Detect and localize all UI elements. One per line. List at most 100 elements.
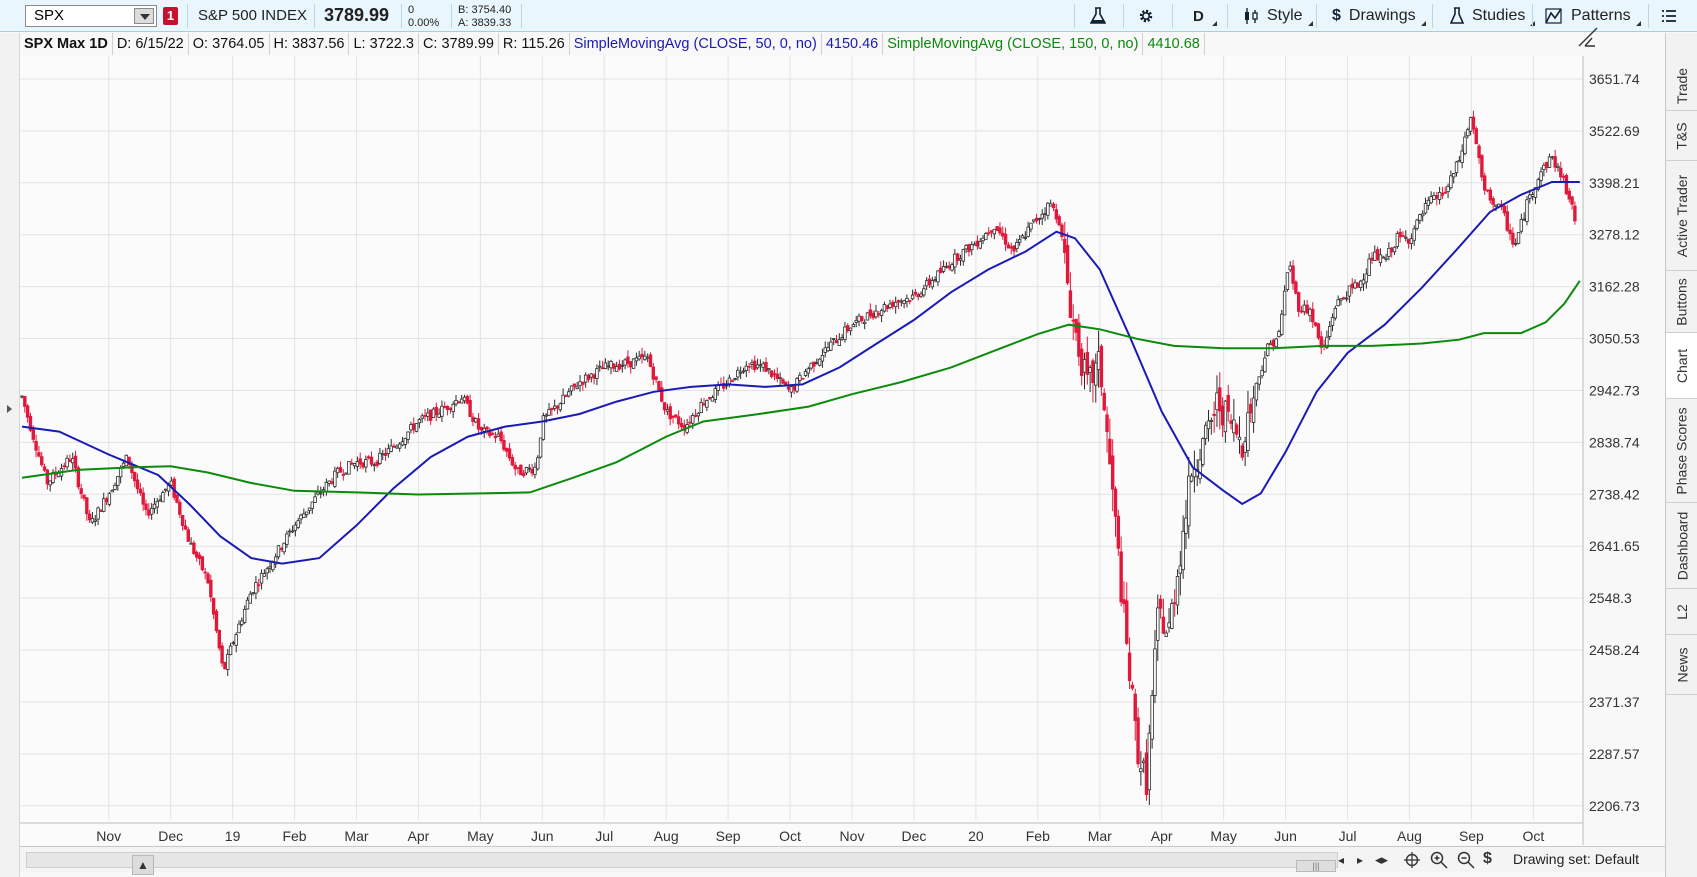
- candle-up: [761, 363, 765, 368]
- candle-down: [1502, 205, 1507, 214]
- candle-up: [409, 424, 413, 431]
- settings-button[interactable]: [1137, 4, 1155, 28]
- candle-up: [978, 241, 982, 249]
- drawing-set-label[interactable]: Drawing set: Default: [1513, 851, 1640, 867]
- candle-down: [1102, 392, 1106, 411]
- link-group-badge[interactable]: 1: [163, 7, 178, 25]
- candle-up: [595, 368, 599, 379]
- sma50-label[interactable]: SimpleMovingAvg (CLOSE, 50, 0, no): [570, 33, 822, 55]
- candle-down: [28, 415, 33, 431]
- sma150-label[interactable]: SimpleMovingAvg (CLOSE, 150, 0, no): [883, 33, 1144, 55]
- side-tab-label: Buttons: [1674, 277, 1691, 326]
- patterns-button[interactable]: Patterns: [1545, 4, 1641, 28]
- candle-up: [1175, 576, 1180, 606]
- candle-up: [1043, 213, 1047, 216]
- candle-up: [738, 371, 743, 374]
- price-scale-icon[interactable]: $: [1483, 850, 1492, 867]
- candle-down: [62, 465, 66, 468]
- candle-down: [626, 356, 630, 364]
- candle-down: [1125, 600, 1129, 644]
- side-tab-news[interactable]: News: [1666, 635, 1697, 695]
- candle-up: [1415, 219, 1419, 229]
- candle-up: [609, 361, 613, 369]
- price-chart[interactable]: 3651.74 3522.69 3398.21 3278.12 3162.28 3050.…: [0, 0, 1665, 846]
- side-tab-phase-scores[interactable]: Phase Scores: [1666, 399, 1697, 503]
- candle-up: [352, 463, 357, 467]
- style-button[interactable]: Style: [1243, 4, 1313, 28]
- candle-up: [56, 472, 61, 478]
- candle-up: [843, 326, 847, 340]
- zoom-in-icon[interactable]: [1430, 851, 1448, 869]
- side-tab-l2[interactable]: L2: [1666, 589, 1697, 635]
- candle-up: [1358, 280, 1363, 288]
- toolbar-divider: [1123, 4, 1124, 28]
- candle-down: [1398, 231, 1402, 238]
- candle-down: [341, 473, 345, 476]
- candle-up: [933, 279, 937, 282]
- patterns-label: Patterns: [1571, 7, 1631, 24]
- candle-up: [262, 573, 267, 577]
- candle-up: [1015, 242, 1019, 249]
- candle-down: [764, 361, 768, 372]
- zoom-out-icon[interactable]: [1457, 851, 1475, 869]
- scroll-left-icon[interactable]: ◂: [1338, 853, 1345, 867]
- candle-up: [1344, 297, 1349, 300]
- candle-up: [1040, 213, 1044, 219]
- candle-down: [753, 360, 757, 371]
- candle-up: [302, 513, 306, 518]
- candle-up: [1550, 156, 1555, 159]
- candle-down: [913, 291, 918, 295]
- candle-down: [730, 380, 734, 383]
- candle-up: [1539, 171, 1543, 181]
- candle-down: [1079, 348, 1084, 376]
- draw-line-cursor-icon[interactable]: [1578, 27, 1598, 47]
- scroll-home-button[interactable]: ▲: [132, 855, 154, 875]
- candle-down: [1443, 191, 1447, 194]
- candle-down: [358, 458, 362, 465]
- candle-up: [1268, 342, 1273, 345]
- candle-down: [1477, 145, 1481, 159]
- candle-down: [896, 300, 901, 303]
- candle-down: [468, 400, 472, 417]
- drawings-button[interactable]: $ Drawings: [1332, 4, 1426, 28]
- symbol-dropdown-button[interactable]: [134, 8, 154, 24]
- symbol-input[interactable]: SPX: [25, 5, 157, 27]
- candle-up: [96, 507, 100, 520]
- side-tab-trade[interactable]: Trade: [1666, 61, 1697, 111]
- y-axis-tick-label: 2641.65: [1589, 538, 1640, 554]
- chart-title: SPX Max 1D: [20, 33, 113, 55]
- scroll-right-icon[interactable]: ▸: [1357, 853, 1364, 867]
- side-tab-buttons[interactable]: Buttons: [1666, 271, 1697, 333]
- side-tab-dashboard[interactable]: Dashboard: [1666, 503, 1697, 589]
- candle-down: [135, 479, 140, 490]
- candle-down: [465, 395, 469, 404]
- y-axis-tick-label: 2371.37: [1589, 694, 1640, 710]
- drawings-label: Drawings: [1348, 7, 1416, 24]
- side-tab-label: T&S: [1673, 121, 1690, 150]
- aggregation-button[interactable]: D: [1193, 4, 1217, 28]
- candle-down: [1229, 420, 1233, 424]
- flask-button[interactable]: [1090, 4, 1106, 28]
- menu-button[interactable]: [1661, 4, 1677, 28]
- candle-up: [950, 264, 954, 271]
- candle-up: [1187, 475, 1191, 527]
- side-tab-chart[interactable]: Chart: [1666, 333, 1697, 399]
- candle-down: [445, 405, 450, 410]
- toolbar-divider: [1074, 4, 1075, 28]
- scrollbar-thumb[interactable]: |||: [1296, 860, 1336, 872]
- candle-up: [158, 499, 162, 502]
- candle-up: [431, 408, 436, 418]
- side-tab-t-s[interactable]: T&S: [1666, 111, 1697, 161]
- candle-down: [279, 547, 283, 550]
- crosshair-icon[interactable]: [1404, 852, 1420, 868]
- candle-up: [327, 480, 331, 484]
- candle-up: [815, 362, 819, 364]
- candle-up: [1254, 382, 1259, 401]
- side-tab-active-trader[interactable]: Active Trader: [1666, 161, 1697, 271]
- candle-down: [507, 448, 512, 459]
- time-scrollbar[interactable]: ▲ |||: [26, 852, 1338, 875]
- left-collapse-rail[interactable]: [0, 33, 20, 877]
- candle-up: [482, 427, 486, 432]
- candle-up: [744, 365, 749, 371]
- expand-time-icon[interactable]: ◂▸: [1375, 852, 1389, 867]
